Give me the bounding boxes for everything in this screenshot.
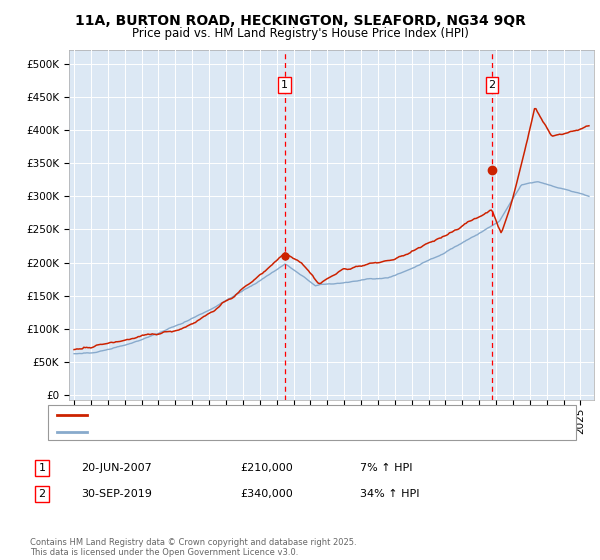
Text: HPI: Average price, detached house, North Kesteven: HPI: Average price, detached house, Nort… <box>93 427 366 437</box>
Text: 34% ↑ HPI: 34% ↑ HPI <box>360 489 419 499</box>
Text: £210,000: £210,000 <box>240 463 293 473</box>
Text: 2: 2 <box>38 489 46 499</box>
Text: 11A, BURTON ROAD, HECKINGTON, SLEAFORD, NG34 9QR (detached house): 11A, BURTON ROAD, HECKINGTON, SLEAFORD, … <box>93 409 490 419</box>
Text: £340,000: £340,000 <box>240 489 293 499</box>
Text: 7% ↑ HPI: 7% ↑ HPI <box>360 463 413 473</box>
Text: 1: 1 <box>281 80 288 90</box>
Text: 1: 1 <box>38 463 46 473</box>
Text: 2: 2 <box>488 80 496 90</box>
Text: 30-SEP-2019: 30-SEP-2019 <box>81 489 152 499</box>
Text: 11A, BURTON ROAD, HECKINGTON, SLEAFORD, NG34 9QR: 11A, BURTON ROAD, HECKINGTON, SLEAFORD, … <box>74 14 526 28</box>
Text: Price paid vs. HM Land Registry's House Price Index (HPI): Price paid vs. HM Land Registry's House … <box>131 27 469 40</box>
Text: Contains HM Land Registry data © Crown copyright and database right 2025.
This d: Contains HM Land Registry data © Crown c… <box>30 538 356 557</box>
Text: 20-JUN-2007: 20-JUN-2007 <box>81 463 152 473</box>
